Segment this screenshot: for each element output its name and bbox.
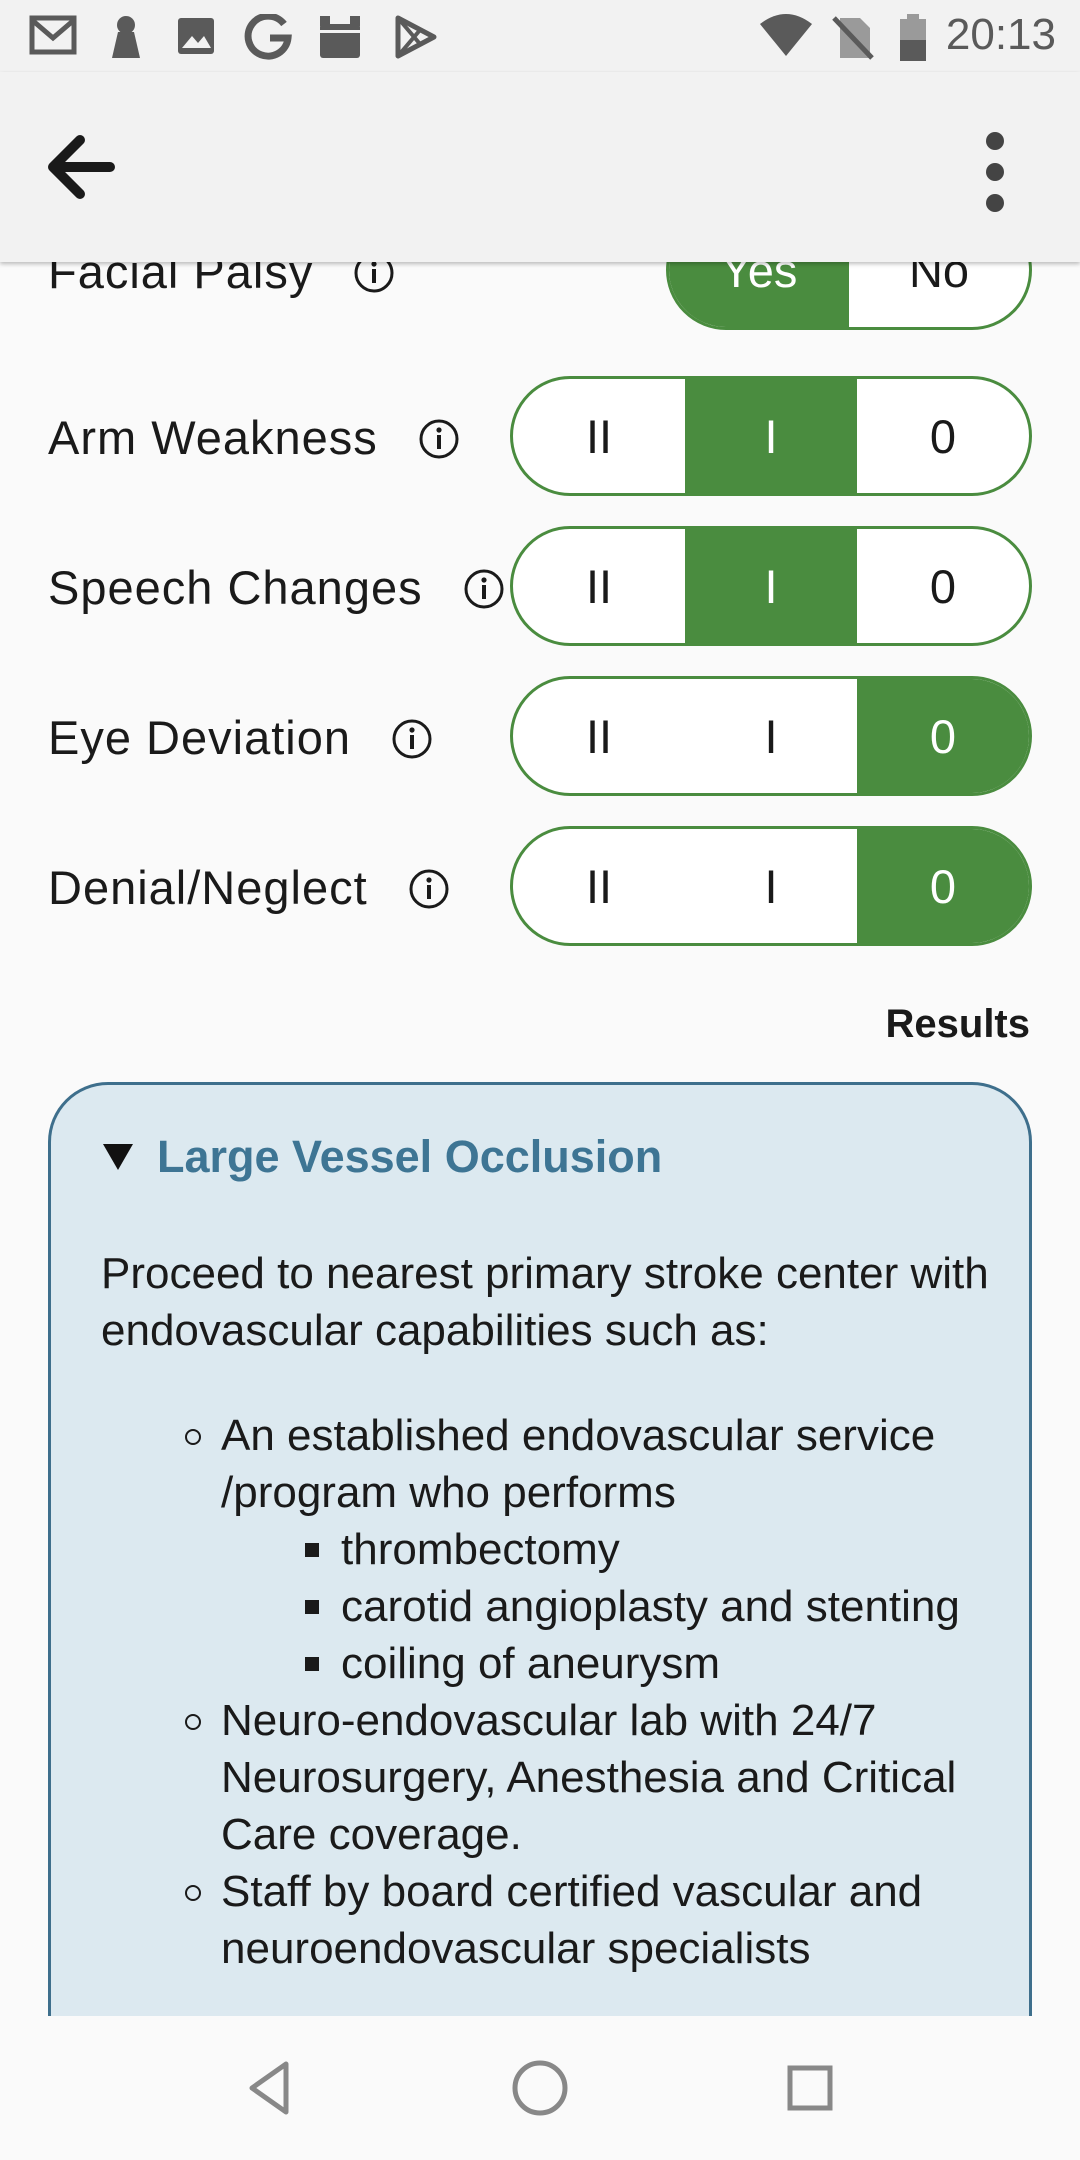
assessment-row-eye-deviation: Eye Deviation II I 0 — [0, 676, 1080, 800]
option-yes[interactable]: Yes — [669, 262, 849, 327]
row-label: Arm Weakness — [48, 411, 378, 464]
list-item: An established endovascular service /pro… — [185, 1407, 1001, 1692]
nav-recents-icon[interactable] — [778, 2056, 842, 2120]
list-item: Staff by board certified vascular and ne… — [185, 1863, 1001, 1977]
results-label: Results — [885, 1002, 1031, 1046]
info-icon[interactable] — [463, 568, 505, 610]
segmented-control: Yes No — [666, 262, 1032, 330]
result-card: Large Vessel Occlusion Proceed to neares… — [48, 1082, 1032, 2016]
option-II[interactable]: II — [585, 559, 613, 613]
info-icon[interactable] — [391, 718, 433, 760]
info-icon[interactable] — [408, 868, 450, 910]
result-card-header[interactable]: Large Vessel Occlusion — [101, 1131, 662, 1183]
wifi-icon — [760, 14, 812, 56]
more-vert-icon — [986, 132, 1004, 212]
nav-home-icon[interactable] — [508, 2056, 572, 2120]
assessment-row-speech-changes: Speech Changes II I 0 — [0, 526, 1080, 650]
result-intro: Proceed to nearest primary stroke center… — [101, 1249, 989, 1355]
arrow-left-icon — [48, 135, 115, 199]
row-label: Denial/Neglect — [48, 861, 368, 914]
option-0[interactable]: 0 — [929, 409, 957, 463]
info-icon[interactable] — [418, 418, 460, 460]
triangle-down-icon — [103, 1144, 133, 1170]
status-bar: 20:13 — [0, 0, 1080, 72]
option-II[interactable]: II — [585, 859, 613, 913]
option-0[interactable]: 0 — [857, 679, 1029, 793]
image-icon — [178, 18, 214, 54]
segmented-control: II I 0 — [510, 676, 1032, 796]
navigation-bar — [0, 2016, 1080, 2160]
option-I[interactable]: I — [685, 529, 857, 643]
google-icon — [244, 14, 292, 60]
option-0[interactable]: 0 — [929, 559, 957, 613]
sub-list: thrombectomy carotid angioplasty and ste… — [221, 1521, 1001, 1692]
calendar-icon — [320, 16, 360, 58]
sub-list-item: carotid angioplasty and stenting — [305, 1578, 1001, 1635]
play-store-icon — [395, 15, 437, 59]
option-I[interactable]: I — [685, 379, 857, 493]
assessment-content[interactable]: Facial Palsy Yes No Arm Weakness II I 0 — [0, 262, 1080, 2016]
sub-list-item: thrombectomy — [305, 1521, 1001, 1578]
list-item: Neuro-endovascular lab with 24/7 Neurosu… — [185, 1692, 1001, 1863]
row-label: Eye Deviation — [48, 711, 351, 764]
keyhole-icon — [112, 16, 140, 58]
result-card-title: Large Vessel Occlusion — [157, 1131, 663, 1182]
battery-icon — [900, 14, 926, 61]
result-card-body: Proceed to nearest primary stroke center… — [101, 1245, 1001, 1977]
segmented-control: II I 0 — [510, 826, 1032, 946]
nav-back-icon[interactable] — [238, 2056, 302, 2120]
assessment-row-denial-neglect: Denial/Neglect II I 0 — [0, 826, 1080, 950]
sub-list-item: coiling of aneurysm — [305, 1635, 1001, 1692]
no-sim-icon — [832, 16, 874, 60]
option-I[interactable]: I — [764, 859, 778, 913]
option-II[interactable]: II — [585, 409, 613, 463]
info-icon[interactable] — [353, 262, 395, 294]
assessment-row-facial-palsy: Facial Palsy Yes No — [0, 262, 1080, 334]
row-label: Facial Palsy — [48, 262, 314, 298]
status-time: 20:13 — [945, 10, 1056, 59]
requirements-list: An established endovascular service /pro… — [101, 1407, 1001, 1977]
row-label: Speech Changes — [48, 561, 423, 614]
option-I[interactable]: I — [764, 709, 778, 763]
overflow-menu-button[interactable] — [960, 127, 1030, 217]
back-button[interactable] — [40, 122, 130, 212]
app-bar — [0, 72, 1080, 262]
option-II[interactable]: II — [585, 709, 613, 763]
gmail-icon — [29, 15, 77, 55]
option-0[interactable]: 0 — [857, 829, 1029, 943]
option-no[interactable]: No — [908, 262, 970, 297]
segmented-control: II I 0 — [510, 526, 1032, 646]
segmented-control: II I 0 — [510, 376, 1032, 496]
assessment-row-arm-weakness: Arm Weakness II I 0 — [0, 376, 1080, 500]
